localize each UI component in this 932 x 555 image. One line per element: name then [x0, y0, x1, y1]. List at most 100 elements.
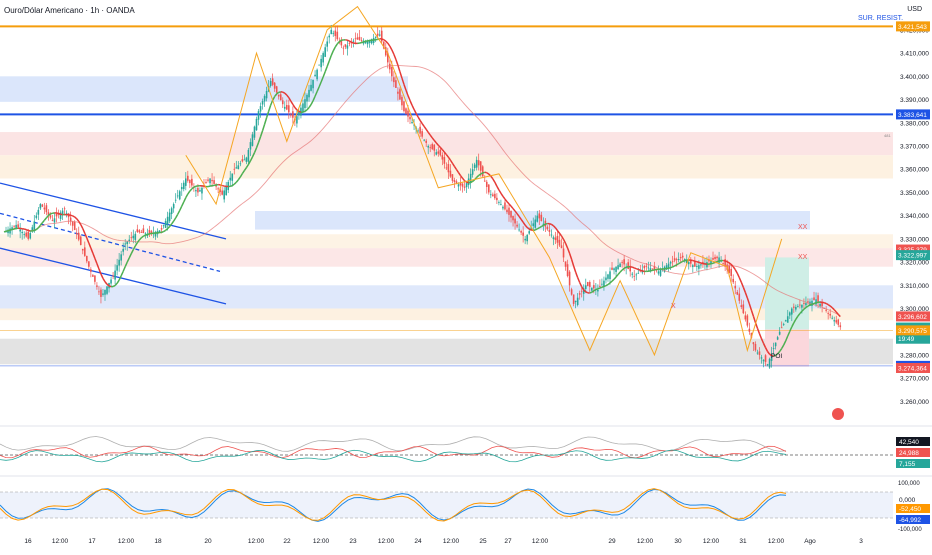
candle-body [94, 276, 96, 282]
candle-body [635, 274, 637, 275]
candle-body [262, 101, 264, 104]
candle-body [56, 214, 58, 216]
candle-body [807, 301, 809, 302]
fast-ma-segment [602, 286, 604, 287]
fast-ma-segment [180, 206, 182, 210]
fast-ma-segment [123, 267, 125, 272]
fast-ma-segment [574, 266, 576, 272]
candle-body [743, 305, 745, 314]
candle-body [670, 262, 672, 263]
candle-body [579, 293, 581, 294]
x-tick-label: 12:00 [703, 538, 720, 545]
fast-ma-segment [471, 181, 473, 182]
fast-ma-segment [422, 124, 424, 127]
candle-body [64, 208, 66, 209]
candle-body [288, 105, 290, 112]
adx-label: 42,540 [899, 439, 919, 446]
fast-ma-segment [529, 229, 531, 230]
fast-ma-segment [10, 230, 12, 231]
fast-ma-segment [679, 262, 681, 263]
adx-line [0, 437, 786, 452]
candle-body [555, 238, 557, 241]
candle-body [488, 185, 490, 193]
candle-body [734, 286, 736, 289]
zone-red-2 [0, 248, 893, 267]
candle-body [353, 41, 355, 42]
candle-body [225, 186, 227, 195]
candle-body [468, 178, 470, 185]
candle-body [282, 100, 284, 104]
fast-ma-segment [699, 262, 701, 263]
candle-body [791, 309, 793, 315]
candle-body [722, 263, 724, 264]
fast-ma-segment [364, 41, 366, 42]
annotation-sur-resist: SUR. RESIST. [858, 15, 903, 22]
candle-body [88, 261, 90, 266]
candle-body [292, 111, 294, 117]
fast-ma-segment [626, 267, 628, 268]
fast-ma-segment [410, 101, 412, 106]
candle-body [304, 99, 306, 108]
fast-ma-segment [701, 263, 703, 264]
candle-body [80, 237, 82, 245]
fast-ma-segment [50, 213, 52, 214]
fast-ma-segment [412, 105, 414, 109]
fast-ma-segment [824, 303, 826, 304]
annotation-poi: POI [771, 353, 782, 360]
y-tick-label: 3.390,000 [900, 97, 929, 104]
candle-body [90, 269, 92, 272]
candle-body [270, 81, 272, 86]
candle-body [835, 320, 837, 322]
candle-body [452, 174, 454, 181]
fast-ma-segment [408, 96, 410, 101]
candle-body [13, 226, 15, 227]
candle-body [316, 70, 318, 80]
candle-body [482, 166, 484, 176]
fast-ma-segment [279, 92, 281, 93]
fast-ma-segment [501, 193, 503, 196]
fast-ma-segment [162, 232, 164, 233]
candle-body [359, 37, 361, 40]
fast-ma-segment [503, 196, 505, 199]
fast-ma-segment [586, 292, 588, 293]
candle-body [502, 207, 504, 209]
candle-body [145, 233, 147, 234]
candle-body [755, 344, 757, 350]
candle-body [777, 337, 779, 339]
candle-body [407, 111, 409, 117]
fast-ma-segment [737, 273, 739, 277]
candle-body [82, 249, 84, 251]
fast-ma-segment [333, 47, 335, 51]
candle-body [189, 180, 191, 183]
candle-body [779, 332, 781, 335]
fast-ma-segment [194, 186, 196, 187]
fast-ma-segment [121, 271, 123, 275]
x-tick-label: 20 [204, 538, 212, 545]
candle-body [209, 178, 211, 183]
candle-body [169, 213, 171, 222]
candle-body [539, 213, 541, 218]
candle-body [337, 32, 339, 39]
fast-ma-segment [539, 227, 541, 228]
candle-body [692, 265, 694, 267]
candle-body [619, 264, 621, 267]
candle-body [536, 216, 538, 222]
candle-body [672, 261, 674, 262]
fast-ma-segment [182, 202, 184, 206]
candle-body [526, 235, 528, 241]
x-tick-label: 12:00 [443, 538, 460, 545]
candle-body [716, 257, 718, 258]
candle-body [54, 218, 56, 222]
candle-body [52, 220, 54, 221]
fast-ma-segment [497, 186, 499, 190]
candle-body [589, 282, 591, 287]
candle-body [627, 262, 629, 269]
candle-body [747, 316, 749, 326]
fast-ma-segment [44, 218, 46, 220]
candle-body [613, 268, 615, 270]
fast-ma-segment [184, 198, 186, 202]
candle-body [286, 105, 288, 110]
candle-body [201, 188, 203, 194]
candle-body [738, 294, 740, 301]
candle-body [76, 233, 78, 234]
